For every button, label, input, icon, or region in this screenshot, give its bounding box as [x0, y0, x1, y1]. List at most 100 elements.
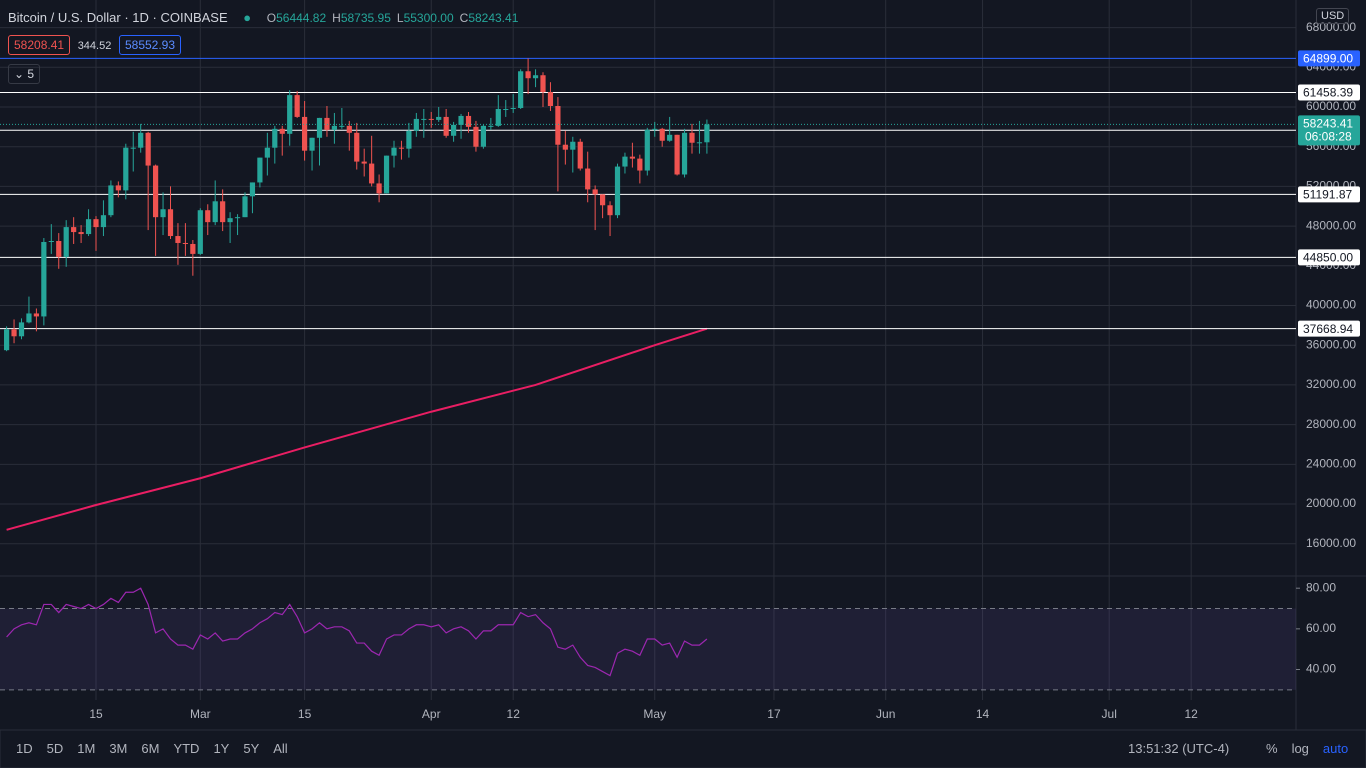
- x-tick-label: 12: [507, 707, 521, 721]
- candle-body: [11, 329, 17, 337]
- rsi-line: [6, 587, 708, 677]
- level-label: 37668.94: [1303, 322, 1353, 336]
- candle-body: [354, 132, 360, 162]
- candle-body: [287, 95, 293, 134]
- candle-body: [562, 144, 568, 150]
- scale-option[interactable]: %: [1266, 741, 1278, 756]
- candle-body: [406, 130, 412, 149]
- candle-body: [190, 243, 196, 254]
- scale-option[interactable]: auto: [1322, 741, 1349, 756]
- level-tag: [1298, 84, 1360, 101]
- candle-body: [696, 142, 703, 144]
- candle-body: [212, 201, 218, 223]
- candle-body: [369, 163, 375, 184]
- candle-body: [413, 118, 419, 131]
- candle-body: [234, 217, 241, 219]
- candle-body: [264, 147, 270, 158]
- candle-body: [532, 75, 539, 79]
- y-tick-label: 40000.00: [1306, 298, 1356, 312]
- x-tick-label: 12: [1184, 707, 1198, 721]
- x-tick-label: Jul: [1102, 707, 1117, 721]
- candle-body: [48, 240, 54, 242]
- candle-body: [227, 218, 233, 223]
- candle-body: [473, 126, 479, 147]
- y-tick-label: 20000.00: [1306, 496, 1356, 510]
- candle-body: [600, 194, 606, 206]
- candle-body: [331, 125, 337, 130]
- ohlc-value: 58735.95: [340, 11, 391, 25]
- candle-body: [63, 227, 69, 257]
- range-button[interactable]: All: [273, 741, 288, 756]
- candle-body: [56, 240, 62, 257]
- candle-body: [249, 182, 256, 197]
- candle-body: [667, 134, 673, 141]
- candle-body: [123, 147, 129, 191]
- candle-body: [451, 124, 457, 136]
- ask[interactable]: 58552.93: [118, 35, 182, 55]
- candle-body: [71, 227, 77, 233]
- ohlc-key: H: [332, 11, 341, 25]
- sma-line: [6, 327, 708, 531]
- candle-body: [428, 118, 434, 120]
- bid[interactable]: 58208.41: [8, 35, 71, 55]
- candle-body: [324, 117, 330, 130]
- range-button[interactable]: 3M: [109, 741, 128, 756]
- candle-body: [205, 210, 211, 223]
- rsi-tick-label: 60.00: [1306, 621, 1336, 635]
- candle-body: [652, 128, 658, 130]
- range-button[interactable]: 5Y: [243, 741, 260, 756]
- candle-body: [272, 128, 278, 148]
- candle-body: [294, 95, 300, 117]
- candle-body: [242, 196, 248, 218]
- level-tag: [1298, 186, 1360, 203]
- range-button[interactable]: 1D: [16, 741, 33, 756]
- rsi-tick-label: 80.00: [1306, 580, 1336, 594]
- candle-body: [689, 132, 695, 143]
- range-button[interactable]: 1M: [77, 741, 96, 756]
- candle-body: [182, 242, 188, 244]
- candle-body: [480, 125, 486, 147]
- scale-option[interactable]: log: [1291, 741, 1309, 756]
- range-bar: 1D 5D 1M 3M 6M YTD 1Y 5Y All: [16, 741, 302, 756]
- candle-body: [197, 210, 203, 254]
- ohlc-value: 58243.41: [468, 11, 519, 25]
- candle-body: [398, 147, 405, 149]
- x-tick-label: 15: [298, 707, 312, 721]
- candle-body: [644, 129, 650, 171]
- candle-body: [681, 132, 688, 175]
- candle-body: [555, 106, 561, 145]
- candle-body: [577, 141, 583, 169]
- x-tick-label: May: [643, 707, 666, 721]
- range-button[interactable]: 5D: [46, 741, 64, 756]
- indicators-toggle[interactable]: ⌄ 5: [8, 64, 41, 84]
- candle-body: [78, 232, 84, 235]
- spread: 344.52: [77, 40, 112, 52]
- level-tag: [1298, 50, 1360, 67]
- x-tick-label: 17: [767, 707, 781, 721]
- candle-body: [436, 116, 442, 120]
- candle-body: [704, 124, 710, 143]
- candle-body: [495, 108, 501, 126]
- candle-body: [130, 147, 136, 149]
- x-tick-label: Apr: [422, 707, 441, 721]
- y-tick-label: 36000.00: [1306, 337, 1356, 351]
- last-price-tag: [1298, 115, 1360, 146]
- ohlc-key: O: [266, 11, 277, 25]
- level-tag: [1298, 320, 1360, 337]
- y-tick-label: 16000.00: [1306, 536, 1356, 550]
- ohlc-value: 55300.00: [403, 11, 454, 25]
- range-button[interactable]: YTD: [173, 741, 200, 756]
- candle-body: [100, 215, 107, 228]
- last-price-label: 58243.41: [1303, 117, 1353, 131]
- candle-body: [145, 132, 151, 166]
- y-tick-label: 24000.00: [1306, 456, 1356, 470]
- candle-body: [93, 219, 99, 228]
- level-label: 61458.39: [1303, 86, 1353, 100]
- quote: 58208.41 344.52 58552.93: [8, 35, 182, 55]
- range-button[interactable]: 6M: [141, 741, 160, 756]
- candle-body: [302, 116, 308, 151]
- candle-body: [629, 156, 635, 159]
- currency[interactable]: USD: [1316, 8, 1350, 24]
- range-button[interactable]: 1Y: [213, 741, 230, 756]
